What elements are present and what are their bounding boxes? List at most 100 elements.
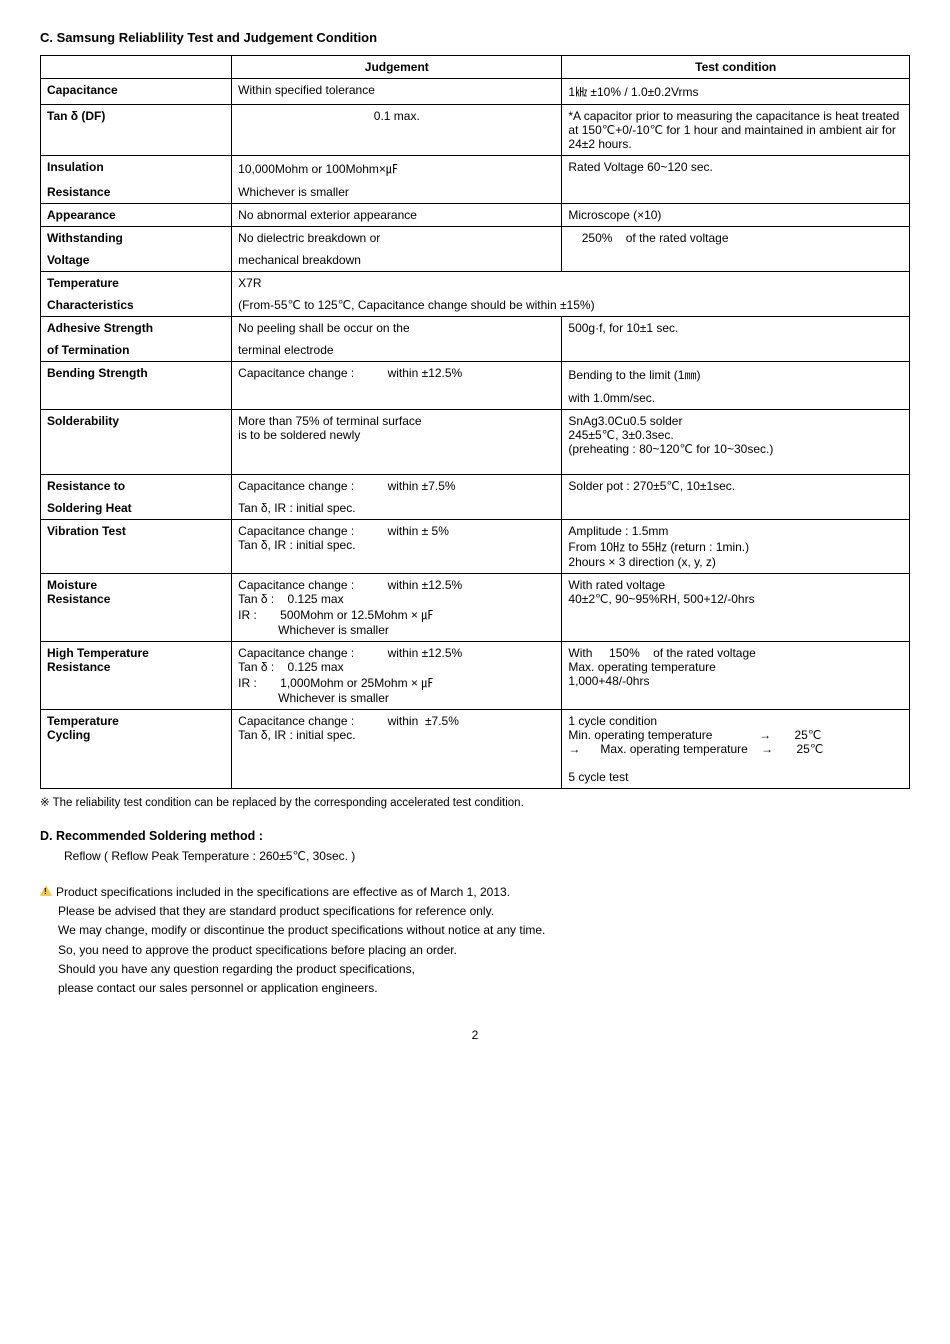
row-judgement: mechanical breakdown — [232, 249, 562, 272]
table-row: Adhesive Strength No peeling shall be oc… — [41, 317, 910, 340]
reliability-table: Judgement Test condition Capacitance Wit… — [40, 55, 910, 789]
row-label: Insulation — [41, 156, 232, 182]
cell-text: Capacitance change : within ± 5% — [238, 524, 555, 538]
row-judgement: Capacitance change : within ±12.5% Tan δ… — [232, 574, 562, 642]
row-label: Vibration Test — [41, 520, 232, 574]
cell-text: Cycling — [47, 728, 225, 742]
cell-text: (preheating : 80~120℃ for 10~30sec.) — [568, 442, 903, 456]
cell-text: 2hours × 3 direction (x, y, z) — [568, 555, 903, 569]
row-label: Withstanding — [41, 227, 232, 250]
table-row: Withstanding No dielectric breakdown or … — [41, 227, 910, 250]
row-test: Bending to the limit (1㎜) — [562, 362, 910, 388]
row-label: Appearance — [41, 204, 232, 227]
row-test: 500g·f, for 10±1 sec. — [562, 317, 910, 362]
section-c-title: C. Samsung Reliablility Test and Judgeme… — [40, 30, 910, 45]
row-judgement: 10,000Mohm or 100Mohm×㎌ — [232, 156, 562, 182]
cell-text: Whichever is smaller — [238, 691, 555, 705]
page-number: 2 — [40, 1028, 910, 1042]
row-judgement: Within specified tolerance — [232, 79, 562, 105]
warning-line: Please be advised that they are standard… — [58, 902, 910, 921]
cell-text: With 150% of the rated voltage — [568, 646, 903, 660]
table-row: Capacitance Within specified tolerance 1… — [41, 79, 910, 105]
row-judgement: No abnormal exterior appearance — [232, 204, 562, 227]
cell-text: Capacitance change : within ±12.5% — [238, 578, 555, 592]
row-test: Solder pot : 270±5℃, 10±1sec. — [562, 475, 910, 520]
cell-text: Resistance — [47, 592, 225, 606]
row-test: with 1.0mm/sec. — [562, 387, 910, 410]
row-judgement: No peeling shall be occur on the — [232, 317, 562, 340]
row-label: Characteristics — [41, 294, 232, 317]
cell-text: Tan δ : 0.125 max — [238, 660, 555, 674]
row-label: of Termination — [41, 339, 232, 362]
row-label: Bending Strength — [41, 362, 232, 410]
row-judgement: (From-55℃ to 125℃, Capacitance change sh… — [232, 294, 910, 317]
row-test: 1 cycle condition Min. operating tempera… — [562, 710, 910, 789]
cell-text: More than 75% of terminal surface — [238, 414, 555, 428]
row-label: Resistance to — [41, 475, 232, 498]
cell-text: Whichever is smaller — [238, 623, 555, 637]
row-label: Voltage — [41, 249, 232, 272]
cell-text: Capacitance change : within ±12.5% — [238, 646, 555, 660]
cell-text: High Temperature — [47, 646, 225, 660]
row-label: High Temperature Resistance — [41, 642, 232, 710]
cell-text: 40±2℃, 90~95%RH, 500+12/-0hrs — [568, 592, 903, 606]
row-test: With rated voltage 40±2℃, 90~95%RH, 500+… — [562, 574, 910, 642]
cell-text: Tan δ, IR : initial spec. — [238, 728, 555, 742]
warning-icon — [40, 885, 52, 896]
row-judgement: 0.1 max. — [232, 105, 562, 156]
cell-text: Amplitude : 1.5mm — [568, 524, 903, 538]
row-judgement: Capacitance change : within ±12.5% — [232, 362, 562, 410]
table-row: Characteristics (From-55℃ to 125℃, Capac… — [41, 294, 910, 317]
table-row: Bending Strength Capacitance change : wi… — [41, 362, 910, 388]
cell-text: Tan δ, IR : initial spec. — [238, 538, 555, 552]
table-row: High Temperature Resistance Capacitance … — [41, 642, 910, 710]
row-label: Soldering Heat — [41, 497, 232, 520]
footnote: ※ The reliability test condition can be … — [40, 795, 910, 809]
table-row: Temperature Cycling Capacitance change :… — [41, 710, 910, 789]
table-row: Insulation 10,000Mohm or 100Mohm×㎌ Rated… — [41, 156, 910, 182]
row-judgement: More than 75% of terminal surface is to … — [232, 410, 562, 475]
table-row: Resistance to Capacitance change : withi… — [41, 475, 910, 498]
warning-block: Product specifications included in the s… — [40, 883, 910, 998]
row-judgement: Capacitance change : within ±12.5% Tan δ… — [232, 642, 562, 710]
row-label: Temperature Cycling — [41, 710, 232, 789]
row-label: Moisture Resistance — [41, 574, 232, 642]
cell-text: Max. operating temperature — [568, 660, 903, 674]
cell-text — [568, 456, 903, 470]
table-row: Vibration Test Capacitance change : with… — [41, 520, 910, 574]
row-judgement: X7R — [232, 272, 910, 295]
cell-text: Moisture — [47, 578, 225, 592]
cell-text: IR : 500Mohm or 12.5Mohm × ㎌ — [238, 606, 555, 623]
row-label: Adhesive Strength — [41, 317, 232, 340]
row-judgement: terminal electrode — [232, 339, 562, 362]
cell-text: → Max. operating temperature → 25℃ — [568, 742, 903, 756]
row-test: Rated Voltage 60~120 sec. — [562, 156, 910, 204]
cell-text: 5 cycle test — [568, 770, 903, 784]
row-label: Solderability — [41, 410, 232, 475]
section-d-text: Reflow ( Reflow Peak Temperature : 260±5… — [64, 847, 910, 865]
row-judgement: Capacitance change : within ± 5% Tan δ, … — [232, 520, 562, 574]
row-test: SnAg3.0Cu0.5 solder 245±5℃, 3±0.3sec. (p… — [562, 410, 910, 475]
warning-line: please contact our sales personnel or ap… — [58, 979, 910, 998]
row-test: *A capacitor prior to measuring the capa… — [562, 105, 910, 156]
cell-text: 1 cycle condition — [568, 714, 903, 728]
cell-text: From 10㎐ to 55㎐ (return : 1min.) — [568, 538, 903, 555]
row-judgement: Tan δ, IR : initial spec. — [232, 497, 562, 520]
row-test: With 150% of the rated voltage Max. oper… — [562, 642, 910, 710]
cell-text: Temperature — [47, 714, 225, 728]
cell-text: With rated voltage — [568, 578, 903, 592]
table-row: Temperature X7R — [41, 272, 910, 295]
warning-line: We may change, modify or discontinue the… — [58, 921, 910, 940]
cell-text: Min. operating temperature → 25℃ — [568, 728, 903, 742]
row-test: Amplitude : 1.5mm From 10㎐ to 55㎐ (retur… — [562, 520, 910, 574]
row-test: Microscope (×10) — [562, 204, 910, 227]
cell-text — [568, 756, 903, 770]
row-judgement: No dielectric breakdown or — [232, 227, 562, 250]
warning-line: Should you have any question regarding t… — [58, 960, 910, 979]
table-row: Appearance No abnormal exterior appearan… — [41, 204, 910, 227]
cell-text: IR : 1,000Mohm or 25Mohm × ㎌ — [238, 674, 555, 691]
row-test: 1㎑ ±10% / 1.0±0.2Vrms — [562, 79, 910, 105]
cell-text: is to be soldered newly — [238, 428, 555, 442]
table-row: Moisture Resistance Capacitance change :… — [41, 574, 910, 642]
cell-text: Capacitance change : within ±7.5% — [238, 714, 555, 728]
